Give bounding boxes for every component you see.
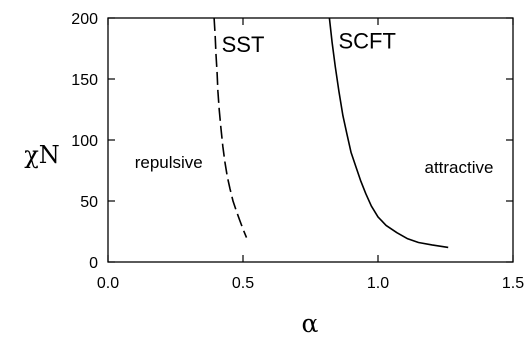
y-tick-label: 100 <box>71 133 98 150</box>
series-line-sst <box>213 17 248 238</box>
annotation-repulsive: repulsive <box>135 153 203 172</box>
annotation-sst: SST <box>222 32 265 57</box>
y-tick-label: 50 <box>80 194 98 211</box>
chart-annotations: SST SCFT repulsive attractive <box>135 29 494 177</box>
y-tick-label: 150 <box>71 72 98 89</box>
annotation-scft: SCFT <box>338 29 395 54</box>
x-tick-label: 1.0 <box>367 275 389 292</box>
axis-ticks: 0.0 0.5 1.0 1.5 0 50 100 150 200 <box>71 11 524 292</box>
data-series <box>213 17 449 249</box>
plot-frame <box>107 17 514 263</box>
y-tick-label: 200 <box>71 11 98 28</box>
annotation-attractive: attractive <box>425 158 494 177</box>
x-tick-label: 0.5 <box>232 275 254 292</box>
y-axis-label: χN <box>24 141 60 169</box>
x-axis-label: α <box>302 309 319 338</box>
series-line-scft <box>328 17 449 249</box>
x-tick-label: 1.5 <box>502 275 524 292</box>
x-tick-label: 0.0 <box>97 275 119 292</box>
y-tick-label: 0 <box>89 255 98 272</box>
